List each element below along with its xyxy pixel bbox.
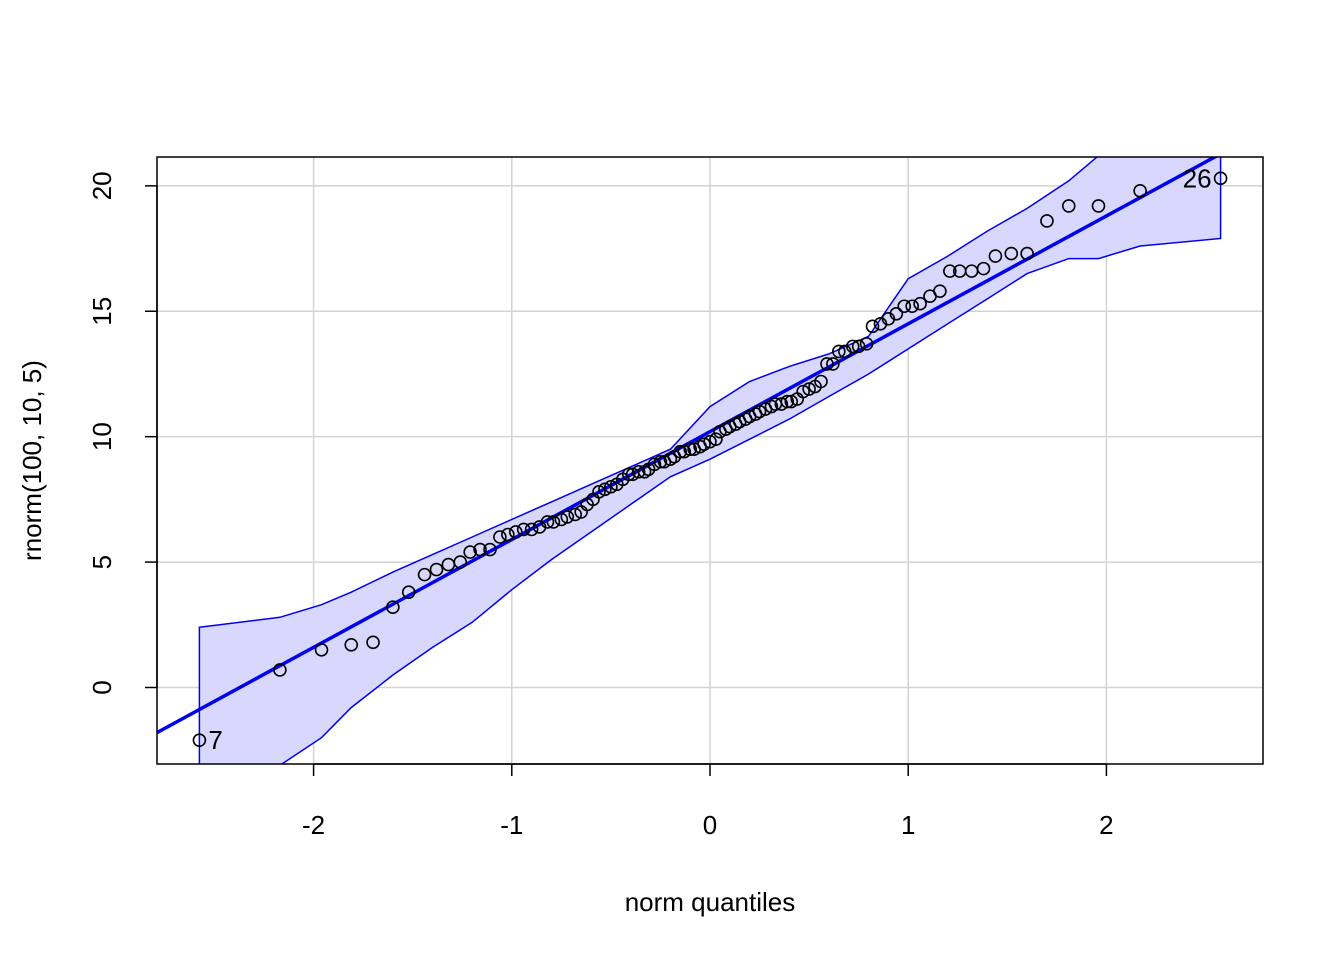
x-tick-label-2: 2 bbox=[1099, 810, 1113, 840]
y-tick-label-20: 20 bbox=[87, 171, 117, 200]
data-point-46 bbox=[683, 442, 697, 457]
data-point-4 bbox=[344, 638, 359, 652]
data-point-2 bbox=[273, 663, 287, 677]
data-point-11 bbox=[453, 555, 468, 569]
data-point-5 bbox=[366, 635, 380, 650]
data-point-44 bbox=[673, 444, 688, 459]
data-point-77 bbox=[851, 339, 866, 354]
data-point-93 bbox=[1004, 246, 1019, 261]
data-point-87 bbox=[933, 284, 947, 298]
data-point-39 bbox=[647, 457, 662, 472]
point-label-7: 7 bbox=[208, 725, 222, 755]
confidence-envelope bbox=[198, 157, 1222, 764]
y-tick-label-5: 5 bbox=[87, 555, 117, 569]
data-point-85 bbox=[913, 296, 927, 311]
data-point-51 bbox=[709, 432, 723, 446]
data-point-21 bbox=[540, 515, 555, 529]
y-tick-label-0: 0 bbox=[87, 680, 117, 694]
data-point-76 bbox=[845, 339, 860, 354]
data-point-12 bbox=[463, 545, 477, 559]
data-point-45 bbox=[677, 444, 692, 459]
y-tick-label-10: 10 bbox=[87, 422, 117, 451]
data-point-49 bbox=[697, 437, 711, 451]
data-point-25 bbox=[568, 507, 583, 522]
data-point-18 bbox=[516, 522, 531, 537]
data-point-74 bbox=[832, 344, 846, 359]
data-point-83 bbox=[897, 299, 912, 314]
data-point-69 bbox=[802, 382, 816, 396]
data-point-9 bbox=[429, 562, 444, 577]
data-point-50 bbox=[703, 434, 717, 449]
data-point-15 bbox=[493, 530, 507, 544]
x-tick-label--2: -2 bbox=[302, 810, 325, 840]
x-axis-title: norm quantiles bbox=[625, 887, 796, 917]
data-point-3 bbox=[314, 643, 329, 657]
data-point-64 bbox=[774, 397, 789, 411]
data-point-97 bbox=[1091, 199, 1106, 213]
data-point-36 bbox=[631, 464, 646, 479]
data-point-1 bbox=[192, 733, 207, 747]
data-point-60 bbox=[752, 404, 767, 419]
data-point-22 bbox=[546, 515, 561, 529]
y-axis-title: rnorm(100, 10, 5) bbox=[17, 360, 47, 561]
data-point-96 bbox=[1061, 199, 1076, 213]
data-point-95 bbox=[1040, 214, 1054, 228]
data-point-8 bbox=[417, 567, 432, 582]
plot-area bbox=[157, 157, 1228, 764]
x-tick-label-0: 0 bbox=[703, 810, 717, 840]
data-point-72 bbox=[820, 357, 834, 371]
data-point-24 bbox=[560, 510, 575, 524]
data-point-68 bbox=[796, 384, 810, 399]
data-point-6 bbox=[386, 600, 400, 615]
data-point-40 bbox=[653, 454, 668, 469]
data-point-19 bbox=[524, 522, 539, 537]
y-tick-label-15: 15 bbox=[87, 297, 117, 326]
data-point-92 bbox=[988, 249, 1003, 263]
data-point-91 bbox=[976, 261, 991, 276]
data-point-23 bbox=[554, 512, 569, 527]
data-point-98 bbox=[1133, 184, 1147, 198]
data-point-66 bbox=[784, 394, 799, 409]
data-point-14 bbox=[483, 542, 497, 557]
x-tick-label-1: 1 bbox=[901, 810, 915, 840]
data-point-65 bbox=[780, 394, 795, 409]
data-point-78 bbox=[859, 337, 874, 351]
data-point-82 bbox=[889, 306, 904, 321]
data-point-30 bbox=[598, 482, 612, 497]
data-point-7 bbox=[401, 585, 416, 599]
data-point-71 bbox=[814, 374, 828, 389]
data-point-79 bbox=[865, 319, 880, 334]
x-tick-label--1: -1 bbox=[500, 810, 523, 840]
data-point-31 bbox=[604, 480, 618, 494]
data-point-88 bbox=[943, 264, 957, 278]
point-label-26: 26 bbox=[1183, 163, 1212, 193]
data-point-99 bbox=[1213, 171, 1228, 186]
reference-line bbox=[157, 157, 1219, 735]
data-point-34 bbox=[621, 467, 636, 482]
data-point-16 bbox=[501, 527, 515, 542]
data-point-84 bbox=[905, 299, 919, 314]
data-point-73 bbox=[826, 357, 840, 371]
data-point-29 bbox=[592, 485, 606, 499]
data-point-94 bbox=[1020, 246, 1034, 261]
data-point-17 bbox=[508, 525, 523, 539]
data-point-13 bbox=[473, 542, 487, 557]
